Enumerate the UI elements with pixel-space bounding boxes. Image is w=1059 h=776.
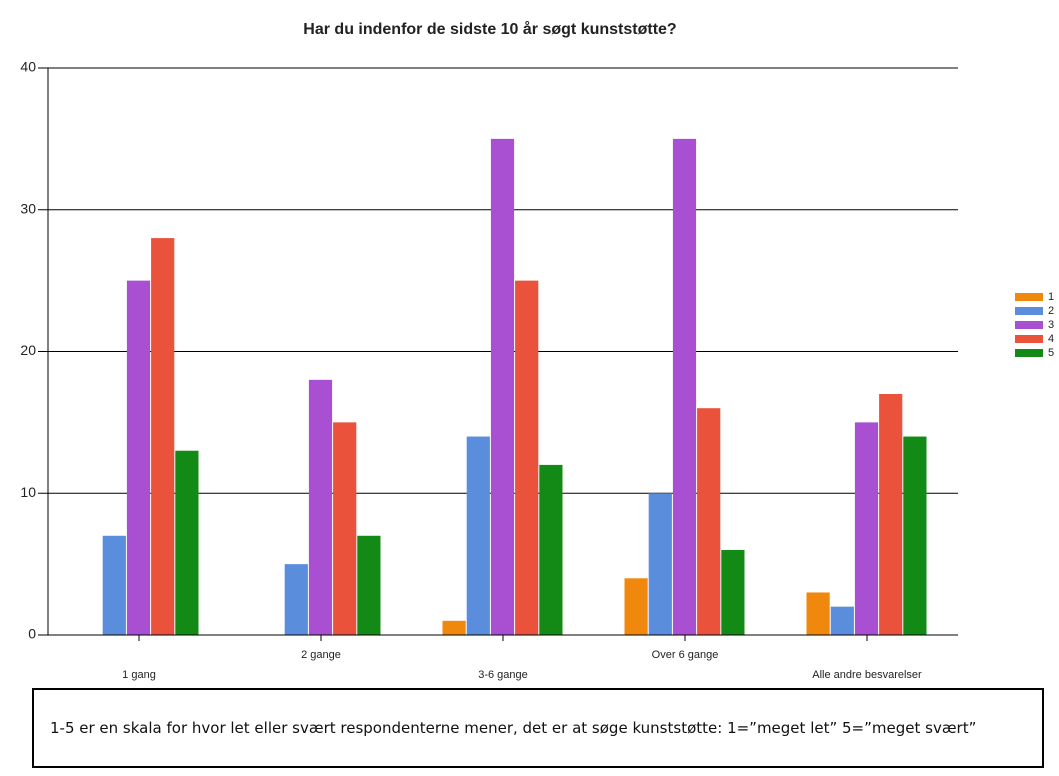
bar [672, 138, 697, 635]
bar [830, 606, 854, 635]
bar [806, 592, 830, 635]
y-tick-label: 10 [20, 484, 36, 500]
bar [175, 450, 199, 635]
legend-label: 4 [1048, 333, 1054, 345]
bar [697, 408, 721, 635]
note: 1-5 er en skala for hvor let eller svært… [32, 688, 1044, 768]
bar [102, 535, 126, 635]
bar [442, 620, 466, 635]
bar [721, 549, 745, 635]
x-tick-label: 2 gange [301, 649, 341, 661]
legend-label: 3 [1048, 319, 1054, 331]
bar [151, 238, 175, 635]
chart: Har du indenfor de sidste 10 år søgt kun… [20, 20, 1054, 681]
x-tick-label: 3-6 gange [478, 669, 528, 681]
legend-label: 2 [1048, 305, 1054, 317]
bar [515, 280, 539, 635]
legend-swatch [1015, 307, 1043, 315]
legend-label: 1 [1048, 291, 1054, 303]
legend-swatch [1015, 335, 1043, 343]
legend-swatch [1015, 349, 1043, 357]
x-tick-label: Alle andre besvarelser [812, 669, 922, 681]
legend-swatch [1015, 293, 1043, 301]
chart-title: Har du indenfor de sidste 10 år søgt kun… [303, 20, 676, 38]
bar [126, 280, 151, 635]
bar [333, 422, 357, 635]
y-tick-label: 20 [20, 342, 36, 358]
bar [490, 138, 515, 635]
bar [539, 464, 563, 635]
legend-label: 5 [1048, 347, 1054, 359]
y-tick-label: 40 [20, 59, 36, 75]
bar [284, 564, 308, 635]
x-tick-label: Over 6 gange [652, 649, 719, 661]
bar [624, 578, 648, 635]
bar [854, 422, 879, 635]
bar [357, 535, 381, 635]
bar [466, 436, 490, 635]
y-tick-label: 30 [20, 200, 36, 216]
bar [308, 379, 333, 635]
x-tick-label: 1 gang [122, 669, 156, 681]
bar [648, 493, 672, 635]
legend-swatch [1015, 321, 1043, 329]
bar [903, 436, 927, 635]
bar [879, 394, 903, 635]
y-tick-label: 0 [28, 626, 36, 642]
